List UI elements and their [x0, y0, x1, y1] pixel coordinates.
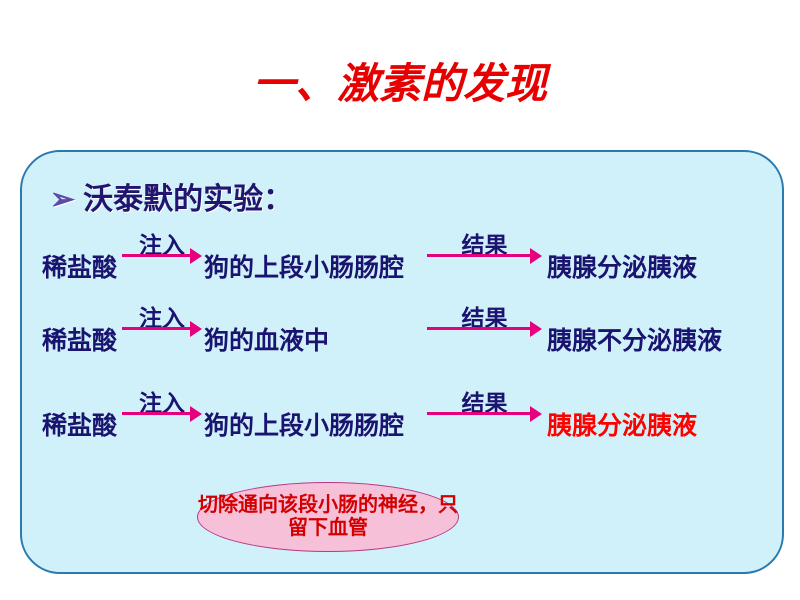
arrow-line — [122, 254, 192, 257]
experiment-subtitle: ➢沃泰默的实验： — [50, 174, 772, 218]
arrow-line — [122, 412, 192, 415]
row-mid: 狗的上段小肠肠腔 — [204, 406, 404, 442]
arrow-icon: 结果 — [427, 406, 542, 430]
arrow-head — [530, 248, 542, 264]
arrow-line — [427, 327, 532, 330]
subtitle-text: 沃泰默的实验： — [83, 183, 293, 216]
row-mid: 狗的上段小肠肠腔 — [204, 248, 404, 284]
arrow-line — [122, 327, 192, 330]
row-left: 稀盐酸 — [42, 321, 117, 357]
row-right: 胰腺不分泌胰液 — [547, 321, 722, 357]
arrow-head — [190, 406, 202, 422]
arrow-icon: 注入 — [122, 321, 202, 345]
slide-title: 一、激素的发现 — [0, 0, 800, 111]
arrow-line — [427, 412, 532, 415]
experiment-row: 稀盐酸 注入 狗的上段小肠肠腔 结果 胰腺分泌胰液 — [42, 248, 772, 303]
note-bubble: 切除通向该段小肠的神经，只留下血管 — [197, 482, 459, 552]
arrow-line — [427, 254, 532, 257]
arrow-icon: 结果 — [427, 248, 542, 272]
note-text: 切除通向该段小肠的神经，只留下血管 — [198, 494, 458, 540]
row-mid: 狗的血液中 — [204, 321, 329, 357]
row-left: 稀盐酸 — [42, 248, 117, 284]
arrow-head — [190, 248, 202, 264]
slide: 一、激素的发现 ➢沃泰默的实验： 稀盐酸 注入 狗的上段小肠肠腔 结果 胰腺分泌… — [0, 0, 800, 600]
arrow-head — [530, 406, 542, 422]
experiment-row: 稀盐酸 注入 狗的血液中 结果 胰腺不分泌胰液 — [42, 321, 772, 376]
arrow-head — [190, 321, 202, 337]
experiment-row: 稀盐酸 注入 狗的上段小肠肠腔 结果 胰腺分泌胰液 — [42, 406, 772, 461]
arrow-head — [530, 321, 542, 337]
row-right: 胰腺分泌胰液 — [547, 406, 697, 442]
bullet-icon: ➢ — [50, 183, 75, 216]
content-panel: ➢沃泰默的实验： 稀盐酸 注入 狗的上段小肠肠腔 结果 胰腺分泌胰液 稀盐酸 注… — [20, 150, 784, 574]
row-right: 胰腺分泌胰液 — [547, 248, 697, 284]
arrow-icon: 注入 — [122, 406, 202, 430]
arrow-icon: 注入 — [122, 248, 202, 272]
row-left: 稀盐酸 — [42, 406, 117, 442]
arrow-icon: 结果 — [427, 321, 542, 345]
